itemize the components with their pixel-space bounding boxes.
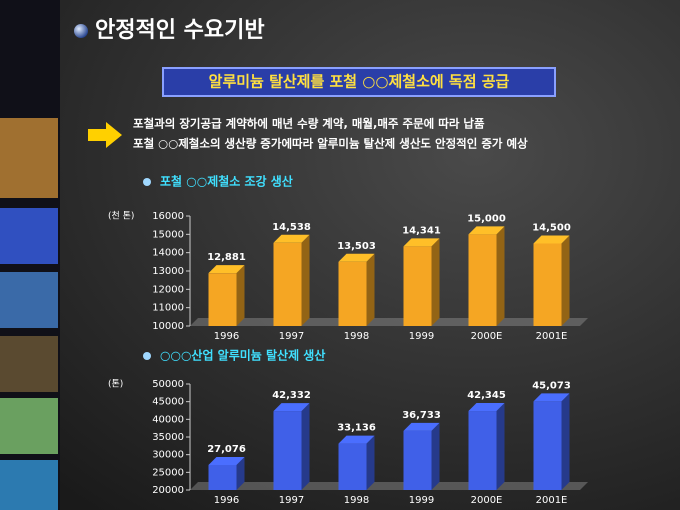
y-axis-label: (톤) [108, 379, 123, 390]
bar-top [338, 253, 375, 262]
bar [403, 246, 432, 326]
x-tick-label: 1998 [344, 331, 369, 342]
bar-side [496, 403, 505, 490]
y-tick-label: 14000 [152, 248, 184, 259]
bar [273, 411, 302, 490]
y-tick-label: 30000 [152, 450, 184, 461]
x-tick-label: 2001E [536, 495, 568, 506]
bar-side [561, 235, 570, 326]
y-tick-label: 13000 [152, 266, 184, 277]
x-tick-label: 1996 [214, 331, 239, 342]
chart-title: ○○○산업 알루미늄 탈산제 생산 [160, 348, 325, 363]
y-tick-label: 16000 [152, 211, 184, 222]
x-tick-label: 2001E [536, 331, 568, 342]
y-tick-label: 25000 [152, 467, 184, 478]
bar [208, 273, 237, 326]
x-tick-label: 1997 [279, 495, 304, 506]
bar [533, 243, 562, 326]
bar-top [338, 435, 375, 444]
bar-side [561, 393, 570, 490]
value-label: 14,500 [532, 223, 571, 234]
bar-top [208, 456, 245, 465]
bar-side [301, 234, 310, 326]
bar [338, 261, 367, 326]
y-tick-label: 15000 [152, 229, 184, 240]
chart-title: 포철 ○○제철소 조강 생산 [160, 174, 293, 189]
bar-side [431, 238, 440, 326]
x-tick-label: 1999 [409, 495, 434, 506]
value-label: 45,073 [532, 380, 571, 391]
chart-bullet [143, 178, 151, 186]
value-label: 36,733 [402, 410, 441, 421]
y-tick-label: 45000 [152, 397, 184, 408]
bar [468, 234, 497, 326]
value-label: 27,076 [207, 444, 246, 455]
bar-top [273, 403, 310, 412]
bar-side [301, 403, 310, 490]
floor [190, 482, 588, 490]
bar-side [431, 422, 440, 490]
chart-bullet [143, 352, 151, 360]
bar-top [403, 238, 440, 247]
floor [190, 318, 588, 326]
bullet: 포철과의 장기공급 계약하에 매년 수량 계약, 매월,매주 주문에 따라 납품 [133, 117, 485, 131]
bar-side [366, 253, 375, 326]
value-label: 42,332 [272, 390, 311, 401]
y-tick-label: 11000 [152, 303, 184, 314]
bar [208, 464, 237, 490]
bar [533, 401, 562, 490]
bar-top [273, 234, 310, 243]
value-label: 13,503 [337, 241, 376, 252]
arrow [88, 122, 122, 148]
x-tick-label: 1996 [214, 495, 239, 506]
bar-side [366, 435, 375, 490]
value-label: 15,000 [467, 213, 506, 224]
bar-side [496, 226, 505, 326]
bar [273, 242, 302, 326]
side-image [0, 460, 58, 510]
side-image [0, 272, 58, 328]
bar-top [533, 393, 570, 402]
value-label: 42,345 [467, 390, 506, 401]
bar-top [468, 403, 505, 412]
bullet: 포철 ○○제철소의 생산량 증가에따라 알루미늄 탈산제 생산도 안정적인 증가… [133, 137, 528, 151]
x-tick-label: 1997 [279, 331, 304, 342]
bar-top [403, 422, 440, 431]
side-image [0, 398, 58, 454]
y-tick-label: 50000 [152, 379, 184, 390]
side-images [0, 0, 60, 510]
x-tick-label: 1998 [344, 495, 369, 506]
title-bullet [74, 24, 88, 38]
bar-side [236, 265, 245, 326]
side-image [0, 208, 58, 264]
value-label: 14,538 [272, 222, 311, 233]
bar-top [208, 265, 245, 274]
y-tick-label: 40000 [152, 414, 184, 425]
slide-title: 안정적인 수요기반 [95, 18, 265, 43]
side-image [0, 336, 58, 392]
y-tick-label: 20000 [152, 485, 184, 496]
x-tick-label: 1999 [409, 331, 434, 342]
y-tick-label: 10000 [152, 321, 184, 332]
x-tick-label: 2000E [471, 331, 503, 342]
bar-top [533, 235, 570, 244]
value-label: 33,136 [337, 423, 376, 434]
y-axis-label: (천 톤) [108, 211, 134, 222]
value-label: 14,341 [402, 225, 441, 236]
bar-top [468, 226, 505, 235]
bar [403, 430, 432, 490]
x-tick-label: 2000E [471, 495, 503, 506]
y-tick-label: 35000 [152, 432, 184, 443]
banner: 알루미늄 탈산제를 포철 ○○제철소에 독점 공급 [209, 73, 510, 91]
banner-box [162, 67, 556, 97]
bar [468, 411, 497, 490]
bar [338, 443, 367, 490]
side-image [0, 118, 58, 198]
value-label: 12,881 [207, 252, 246, 263]
bar-side [236, 456, 245, 490]
y-tick-label: 12000 [152, 284, 184, 295]
